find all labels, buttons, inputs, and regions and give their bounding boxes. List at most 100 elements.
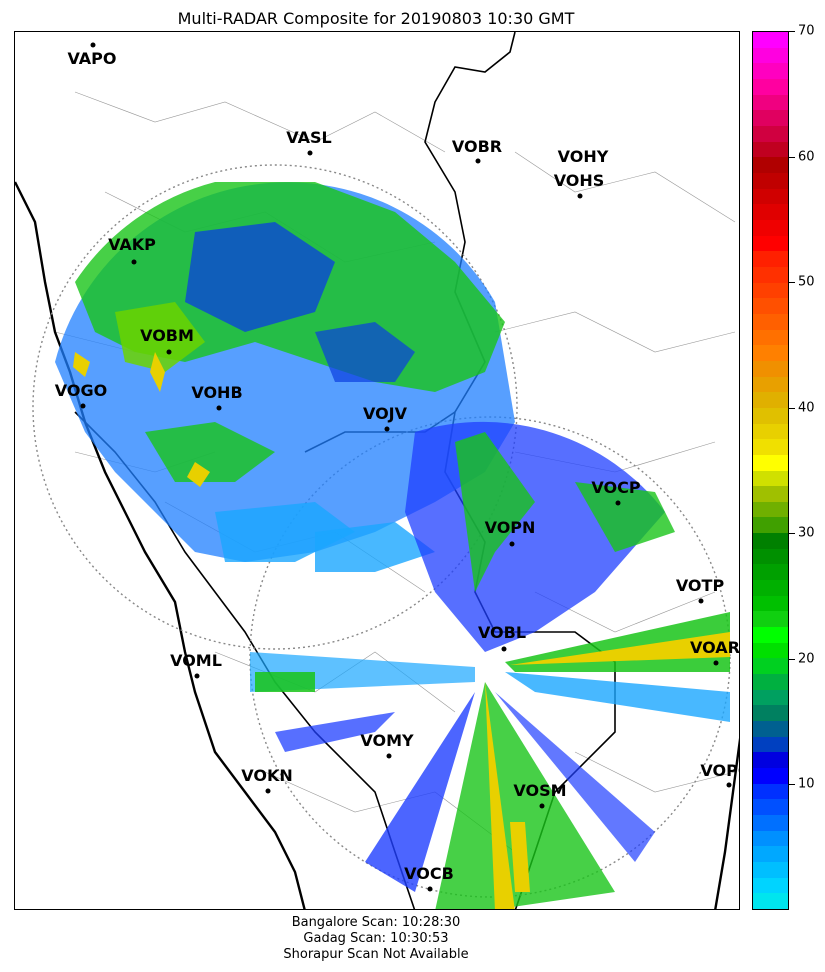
colorbar-segment (753, 203, 788, 220)
station-label-vosm: VOSM (513, 781, 567, 800)
colorbar-segment (753, 516, 788, 534)
station-marker-votp (698, 598, 704, 604)
station-label-vogo: VOGO (54, 381, 108, 400)
station-label-voml: VOML (170, 651, 222, 670)
colorbar-segment (753, 219, 788, 236)
station-marker-vokn (265, 788, 271, 794)
station-label-vojv: VOJV (362, 404, 408, 423)
colorbar-segment (753, 156, 788, 173)
station-label-vopc: VOPC (700, 761, 739, 780)
colorbar-segment (753, 141, 788, 158)
colorbar-segment (753, 78, 788, 95)
coastline (15, 181, 306, 909)
station-label-vohb: VOHB (191, 383, 243, 402)
colorbar-segment (753, 610, 788, 628)
colorbar-segment (753, 407, 788, 424)
colorbar-segment (753, 673, 788, 690)
colorbar-segment (753, 109, 788, 126)
station-marker-vocp (615, 500, 621, 506)
colorbar-segment (753, 798, 788, 816)
colorbar-segment (753, 642, 788, 659)
colorbar-tick-label: 50 (798, 274, 815, 290)
colorbar-segment (753, 313, 788, 330)
colorbar-segment (753, 172, 788, 189)
station-marker-vohb (216, 405, 222, 411)
colorbar-tick-label: 10 (798, 776, 815, 792)
colorbar-segment (753, 94, 788, 111)
colorbar-segment (753, 344, 788, 361)
station-label-vocb: VOCB (404, 864, 454, 883)
colorbar-tick-label: 20 (798, 651, 815, 667)
station-label-vobl: VOBL (477, 623, 527, 642)
colorbar-segment (753, 485, 788, 502)
colorbar-segment (753, 814, 788, 831)
colorbar-segment (753, 751, 788, 769)
station-marker-vocb (427, 886, 433, 892)
station-marker-vopn (509, 541, 515, 547)
station-marker-vojv (384, 426, 390, 432)
colorbar-segment (753, 438, 788, 455)
colorbar-segment (753, 783, 788, 800)
station-label-vasl: VASL (286, 128, 332, 147)
colorbar-segment (753, 32, 788, 48)
colorbar-segment (753, 657, 788, 675)
footer-gadag-scan: Gadag Scan: 10:30:53 (303, 931, 449, 946)
colorbar-segment (753, 579, 788, 596)
colorbar-segment (753, 391, 788, 408)
colorbar-segment (753, 360, 788, 377)
colorbar-segment (753, 250, 788, 267)
colorbar-tick (789, 658, 795, 660)
station-label-votp: VOTP (675, 576, 725, 595)
station-label-vohs: VOHS (553, 171, 605, 190)
station-marker-vosm (539, 803, 545, 809)
colorbar-tick (789, 407, 795, 409)
colorbar-segment (753, 595, 788, 612)
station-marker-vakp (131, 259, 137, 265)
colorbar-tick-label: 70 (798, 23, 815, 39)
colorbar-segment (753, 626, 788, 643)
colorbar-segment (753, 281, 788, 299)
colorbar-segment (753, 375, 788, 393)
colorbar-segment (753, 266, 788, 283)
southern-radar-echo (250, 421, 730, 909)
colorbar-segment (753, 548, 788, 565)
colorbar-tick-label: 30 (798, 525, 815, 541)
colorbar-segment (753, 720, 788, 737)
colorbar-segment (753, 877, 788, 894)
colorbar-tick (789, 784, 795, 786)
northern-radar-echo (55, 182, 515, 572)
station-marker-vapo (90, 42, 96, 48)
station-marker-vogo (80, 403, 86, 409)
east-coastline (714, 737, 739, 909)
station-label-vapo: VAPO (67, 49, 117, 68)
station-label-vocp: VOCP (591, 478, 641, 497)
colorbar-tick (789, 156, 795, 158)
colorbar-segment (753, 689, 788, 706)
station-marker-voar (713, 660, 719, 666)
station-label-vohy: VOHY (557, 147, 609, 166)
colorbar-segment (753, 892, 788, 909)
station-label-vakp: VAKP (108, 235, 156, 254)
colorbar-segment (753, 845, 788, 863)
station-label-voar: VOAR (690, 638, 740, 657)
colorbar-segment (753, 563, 788, 581)
colorbar-segment (753, 47, 788, 64)
footer-shorapur-scan: Shorapur Scan Not Available (283, 947, 469, 962)
colorbar-segment (753, 235, 788, 252)
colorbar-segment (753, 532, 788, 549)
station-marker-vomy (386, 753, 392, 759)
station-label-vokn: VOKN (241, 766, 293, 785)
colorbar-tick (789, 533, 795, 535)
station-marker-vasl (307, 150, 313, 156)
station-marker-voml (194, 673, 200, 679)
colorbar-segment (753, 469, 788, 487)
station-label-vobm: VOBM (140, 326, 194, 345)
station-marker-vobl (501, 646, 507, 652)
colorbar-segment (753, 767, 788, 784)
colorbar-segment (753, 704, 788, 722)
footer-bangalore-scan: Bangalore Scan: 10:28:30 (291, 915, 461, 930)
colorbar-segment (753, 861, 788, 878)
colorbar-tick-label: 60 (798, 149, 815, 165)
colorbar-tick (789, 31, 795, 32)
colorbar-segment (753, 125, 788, 142)
